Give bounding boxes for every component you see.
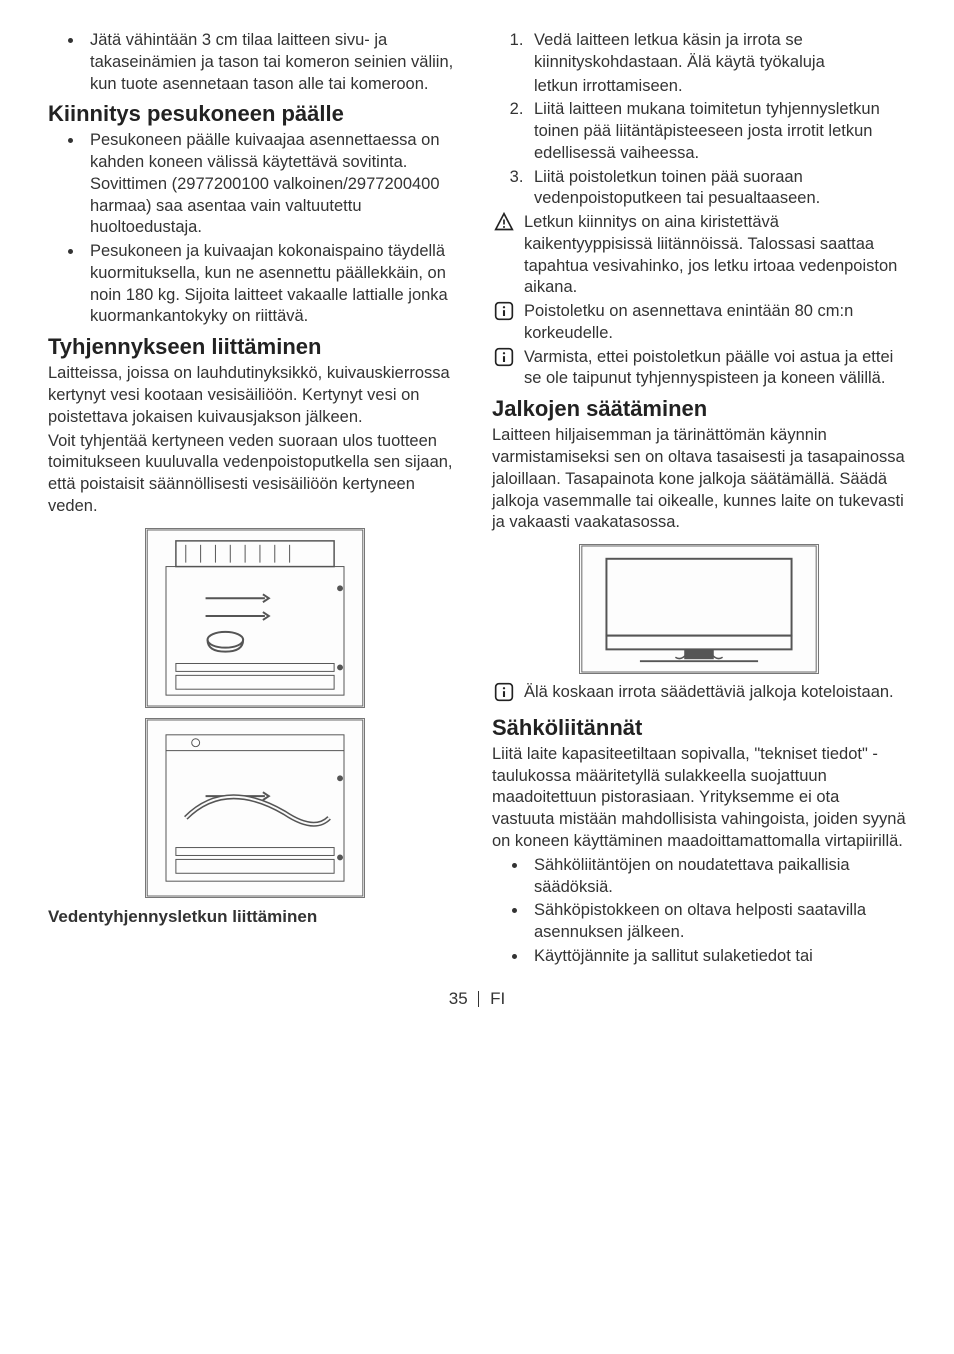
vedentyhjennys-steps-a: Vedä laitteen letkua käsin ja irrota se … <box>492 30 906 74</box>
figure-feet-adjust <box>579 544 819 674</box>
heading-kiinnitys: Kiinnitys pesukoneen päälle <box>48 99 462 128</box>
sahko-b2: Sähköpistokkeen on oltava helposti saata… <box>528 900 906 944</box>
warning-icon <box>492 212 524 239</box>
info-2-text: Varmista, ettei poistoletkun päälle voi … <box>524 347 906 391</box>
kiinnitys-b2-text: Pesukoneen ja kuivaajan kokonaispaino tä… <box>90 242 448 325</box>
jalkojen-p: Laitteen hiljaisemman ja tärinättömän kä… <box>492 425 906 534</box>
kiinnitys-b1-text: Pesukoneen päälle kuivaajaa asennettaess… <box>90 131 440 236</box>
step-3: Liitä poistoletkun toinen pää suoraan ve… <box>528 167 906 211</box>
kiinnitys-b2: Pesukoneen ja kuivaajan kokonaispaino tä… <box>84 241 462 328</box>
sahko-bullets: Sähköliitäntöjen on noudatettava paikall… <box>492 855 906 968</box>
warning-line-1: Letkun kiinnitys on aina kiristettävä ka… <box>492 212 906 299</box>
warning-1-text: Letkun kiinnitys on aina kiristettävä ka… <box>524 212 906 299</box>
figure-hose-storage <box>145 528 365 708</box>
heading-sahko: Sähköliitännät <box>492 713 906 742</box>
kiinnitys-bullets: Pesukoneen päälle kuivaajaa asennettaess… <box>48 130 462 328</box>
page-footer: 35 FI <box>48 988 906 1010</box>
heading-jalkojen: Jalkojen säätäminen <box>492 394 906 423</box>
tyhjennys-p1: Laitteissa, joissa on lauhdutinyksikkö, … <box>48 363 462 428</box>
step-3-text: Liitä poistoletkun toinen pää suoraan ve… <box>534 168 820 208</box>
heading-tyhjennys: Tyhjennykseen liittäminen <box>48 332 462 361</box>
intro-bullets: Jätä vähintään 3 cm tilaa laitteen sivu-… <box>48 30 462 95</box>
step-1-text: Vedä laitteen letkua käsin ja irrota se … <box>534 31 825 71</box>
sahko-p: Liitä laite kapasiteetiltaan sopivalla, … <box>492 744 906 853</box>
intro-bullet-1: Jätä vähintään 3 cm tilaa laitteen sivu-… <box>84 30 462 95</box>
footer-lang: FI <box>490 989 505 1008</box>
info-icon <box>492 301 524 328</box>
step-1: Vedä laitteen letkua käsin ja irrota se … <box>528 30 906 74</box>
info-icon <box>492 347 524 374</box>
info-icon <box>492 682 524 709</box>
kiinnitys-b1: Pesukoneen päälle kuivaajaa asennettaess… <box>84 130 462 239</box>
step-2: Liitä laitteen mukana toimitetun tyhjenn… <box>528 99 906 164</box>
step-2-text: Liitä laitteen mukana toimitetun tyhjenn… <box>534 100 880 162</box>
info-line-1: Poistoletku on asennettava enintään 80 c… <box>492 301 906 345</box>
step-1-cont: letkun irrottamiseen. <box>492 76 906 98</box>
info-line-2: Varmista, ettei poistoletkun päälle voi … <box>492 347 906 391</box>
page-number: 35 <box>449 989 468 1008</box>
footer-separator <box>478 991 479 1007</box>
info-line-3: Älä koskaan irrota säädettäviä jalkoja k… <box>492 682 906 709</box>
sahko-b3-text: Käyttöjännite ja sallitut sulaketiedot t… <box>534 947 813 965</box>
sahko-b3: Käyttöjännite ja sallitut sulaketiedot t… <box>528 946 906 968</box>
info-1-text: Poistoletku on asennettava enintään 80 c… <box>524 301 906 345</box>
tyhjennys-p2: Voit tyhjentää kertyneen veden suoraan u… <box>48 431 462 518</box>
info-3-text: Älä koskaan irrota säädettäviä jalkoja k… <box>524 682 906 704</box>
vedentyhjennys-steps-b: Liitä laitteen mukana toimitetun tyhjenn… <box>492 99 906 210</box>
sahko-b1: Sähköliitäntöjen on noudatettava paikall… <box>528 855 906 899</box>
sahko-b2-text: Sähköpistokkeen on oltava helposti saata… <box>534 901 866 941</box>
figure-hose-connect <box>145 718 365 898</box>
intro-bullet-1-text: Jätä vähintään 3 cm tilaa laitteen sivu-… <box>90 31 453 93</box>
subheading-vedentyhjennys: Vedentyhjennysletkun liittäminen <box>48 906 462 928</box>
sahko-b1-text: Sähköliitäntöjen on noudatettava paikall… <box>534 856 850 896</box>
